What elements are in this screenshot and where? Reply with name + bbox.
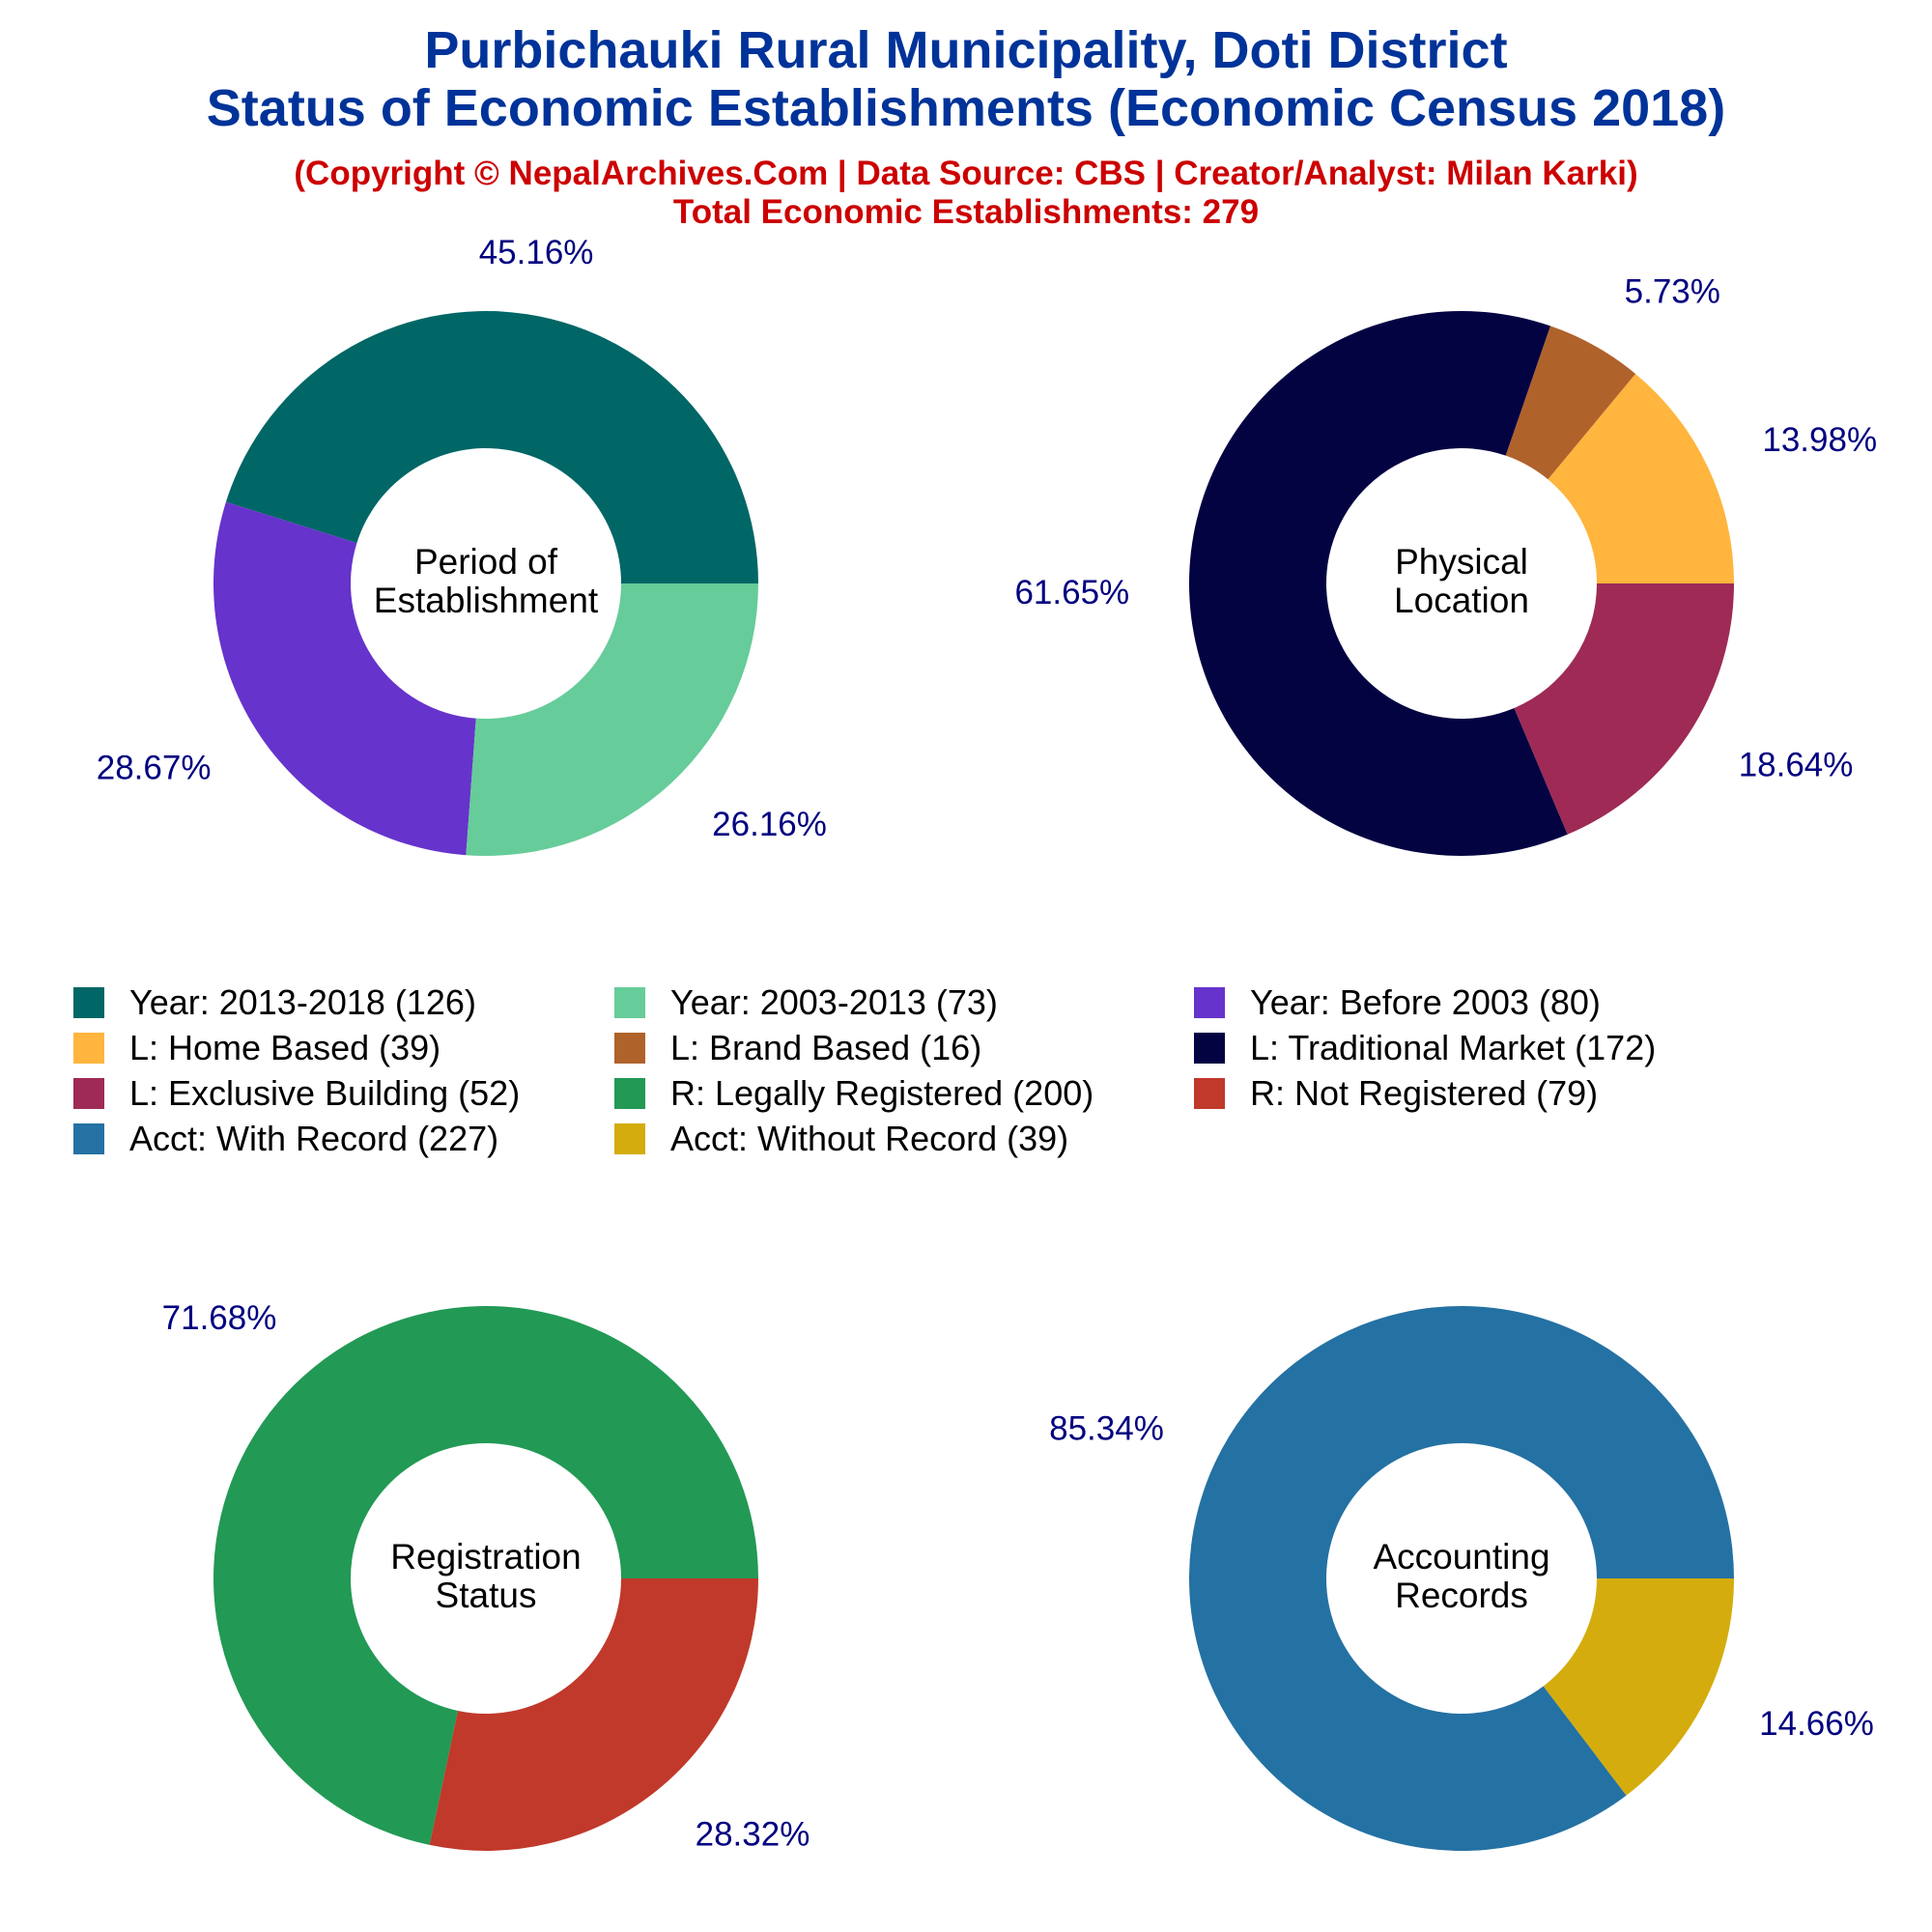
legend-label: R: Legally Registered (200): [670, 1073, 1094, 1113]
slice-percent-label: 45.16%: [479, 234, 594, 271]
donut-slice: [1548, 373, 1734, 583]
donut-slice: [466, 583, 758, 856]
legend-swatch: [1194, 987, 1225, 1018]
legend-label: Year: Before 2003 (80): [1250, 982, 1601, 1022]
donut-slice: [213, 501, 476, 856]
slice-percent-label: 61.65%: [1014, 574, 1129, 611]
donut-center-label: Location: [1394, 581, 1529, 620]
donut-slice: [1188, 310, 1568, 857]
legend-item: R: Not Registered (79): [1194, 1072, 1598, 1115]
legend-swatch: [614, 1123, 645, 1154]
legend-item: L: Traditional Market (172): [1194, 1027, 1656, 1069]
legend-swatch: [614, 987, 645, 1018]
slice-percent-label: 14.66%: [1759, 1705, 1874, 1743]
legend-label: Acct: With Record (227): [129, 1119, 499, 1158]
legend-label: R: Not Registered (79): [1250, 1073, 1599, 1113]
legend-label: L: Traditional Market (172): [1250, 1028, 1657, 1067]
legend-item: L: Exclusive Building (52): [73, 1072, 520, 1115]
slice-percent-label: 5.73%: [1625, 272, 1720, 310]
legend-item: L: Home Based (39): [73, 1027, 440, 1069]
legend-label: L: Brand Based (16): [670, 1028, 982, 1067]
slice-percent-label: 71.68%: [162, 1299, 277, 1337]
legend-item: Year: 2013-2018 (126): [73, 981, 476, 1024]
donut-slice: [1514, 583, 1734, 835]
chart-title-line1: Purbichauki Rural Municipality, Doti Dis…: [424, 21, 1508, 79]
legend-label: Year: 2013-2018 (126): [129, 982, 476, 1022]
donut-center-label: Accounting: [1373, 1537, 1549, 1577]
slice-percent-label: 26.16%: [712, 806, 827, 843]
legend-swatch: [73, 1078, 104, 1109]
legend-label: Year: 2003-2013 (73): [670, 982, 998, 1022]
slice-percent-label: 28.67%: [97, 750, 212, 787]
copyright-note: (Copyright © NepalArchives.Com | Data So…: [294, 155, 1638, 192]
legend-swatch: [614, 1033, 645, 1064]
donut-slice: [225, 310, 758, 583]
legend-label: L: Home Based (39): [129, 1028, 441, 1067]
slice-percent-label: 13.98%: [1762, 421, 1877, 459]
legend-label: L: Exclusive Building (52): [129, 1073, 521, 1113]
slice-percent-label: 18.64%: [1739, 746, 1854, 783]
donut-slice: [429, 1578, 758, 1851]
chart-title-line2: Status of Economic Establishments (Econo…: [206, 79, 1726, 137]
legend-item: Acct: With Record (227): [73, 1118, 498, 1160]
donut-center-label: Establishment: [374, 581, 599, 620]
slice-percent-label: 85.34%: [1049, 1409, 1164, 1447]
donut-center-label: Status: [436, 1576, 537, 1615]
legend-swatch: [73, 1123, 104, 1154]
donut-slice: [1189, 1305, 1734, 1851]
legend-label: Acct: Without Record (39): [670, 1119, 1069, 1158]
legend-swatch: [1194, 1033, 1225, 1064]
legend-item: Year: Before 2003 (80): [1194, 981, 1601, 1024]
legend-swatch: [1194, 1078, 1225, 1109]
donut-slice: [1505, 326, 1636, 480]
donut-center-label: Records: [1395, 1576, 1528, 1615]
legend-item: R: Legally Registered (200): [614, 1072, 1094, 1115]
donut-center-label: Physical: [1395, 542, 1528, 582]
donut-slice: [1543, 1578, 1734, 1796]
slice-percent-label: 28.32%: [696, 1815, 810, 1853]
legend-swatch: [614, 1078, 645, 1109]
total-establishments: Total Economic Establishments: 279: [672, 193, 1260, 231]
legend-item: Acct: Without Record (39): [614, 1118, 1068, 1160]
legend-swatch: [73, 1033, 104, 1064]
legend-swatch: [73, 987, 104, 1018]
legend-item: Year: 2003-2013 (73): [614, 981, 998, 1024]
donut-center-label: Registration: [390, 1537, 581, 1577]
donut-center-label: Period of: [414, 542, 558, 582]
donut-slice: [213, 1305, 758, 1845]
legend-item: L: Brand Based (16): [614, 1027, 981, 1069]
